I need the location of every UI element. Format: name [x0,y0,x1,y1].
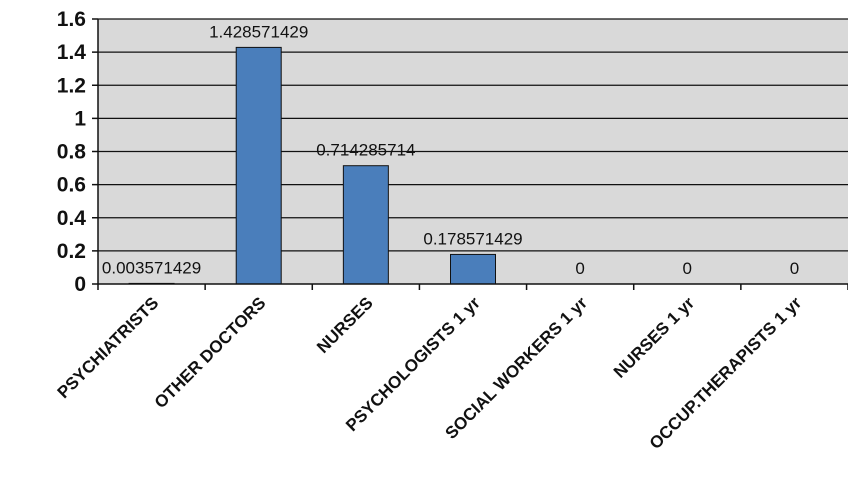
data-label: 0.714285714 [316,141,415,160]
x-tick-label: PSYCHIATRISTS [54,293,163,402]
data-label: 0 [683,259,692,278]
bar [342,165,389,285]
gridlines [92,18,848,285]
y-tick-label: 0.2 [57,240,86,263]
y-tick-labels: 0 0.2 0.4 0.6 0.8 1 1.2 1.4 1.6 [57,8,87,296]
bar [450,253,496,285]
y-tick-label: 0 [74,273,86,296]
y-tick-label: 1.2 [57,74,86,97]
axes [97,19,848,290]
x-tick-label: NURSES [313,293,377,357]
x-tick-label: OTHER DOCTORS [151,293,270,412]
y-tick-label: 1 [74,107,86,130]
data-labels: 0.003571429 1.428571429 0.714285714 0.17857… [102,22,799,278]
y-tick-label: 0.6 [57,174,86,197]
data-label: 0 [575,259,584,278]
data-label: 0.178571429 [423,229,522,248]
y-tick-label: 0.8 [57,141,87,164]
bars [128,46,496,285]
data-label: 1.428571429 [209,22,308,41]
data-label: 0.003571429 [102,258,201,277]
bar [235,46,282,285]
y-tick-label: 0.4 [57,207,87,230]
y-tick-label: 1.4 [57,41,87,64]
y-tick-label: 1.6 [57,8,86,31]
data-label: 0 [790,259,799,278]
x-tick-label: NURSES 1 yr [610,293,699,382]
